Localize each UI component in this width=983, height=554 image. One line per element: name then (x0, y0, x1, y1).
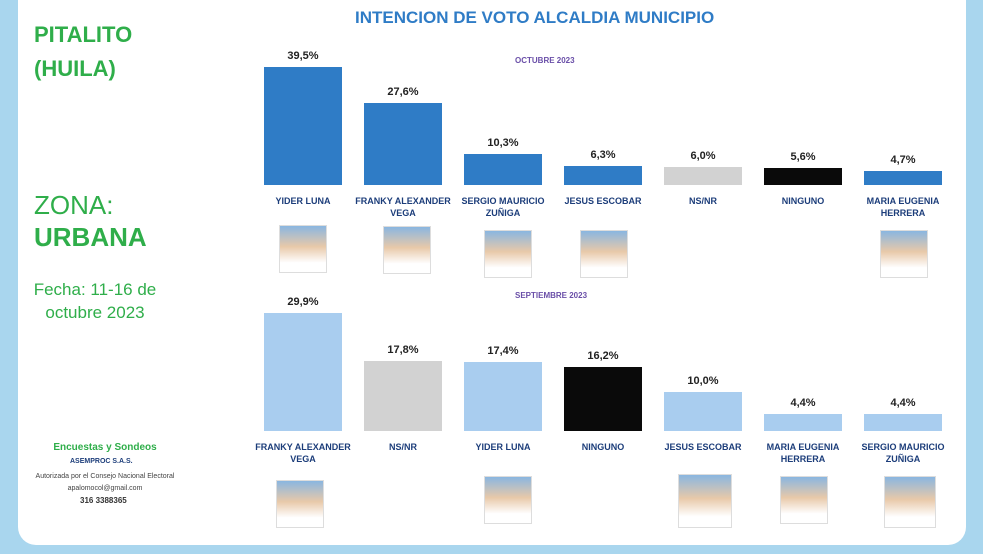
place: PITALITO (34, 22, 133, 47)
value-label: 6,3% (590, 149, 616, 162)
phone: 316 3388365 (80, 496, 127, 505)
bar (464, 154, 542, 185)
email: apalomocol@gmail.com (67, 485, 143, 492)
category-label: NS/NR (388, 442, 417, 452)
photo (780, 476, 828, 524)
photo (484, 476, 532, 524)
value-label: 10,0% (687, 374, 719, 387)
category-label: FRANKY ALEXANDER VEGA (355, 196, 451, 218)
category-label: NS/NR (688, 196, 717, 206)
value-label: 17,4% (487, 345, 519, 358)
value-label: 4,4% (890, 396, 916, 409)
value-label: 39,5% (287, 50, 319, 62)
category-label: NINGUNO (781, 196, 825, 206)
bar (864, 170, 942, 185)
bar (664, 167, 742, 185)
authorization: Autorizada por el Consejo Nacional Elect… (35, 473, 175, 480)
value-label: 4,4% (790, 396, 816, 409)
subtitle: SEPTIEMBRE 2023 (515, 291, 588, 300)
photo (279, 225, 327, 273)
bar (364, 102, 442, 185)
category-label: YIDER LUNA (275, 196, 331, 206)
bar (564, 166, 642, 185)
photo (580, 230, 628, 278)
value-label: 6,0% (690, 150, 716, 163)
bar (364, 360, 442, 431)
value-label: 10,3% (487, 137, 519, 150)
region: (HUILA) (34, 56, 116, 81)
category-label: MARIA EUGENIA HERRERA (766, 442, 840, 464)
category-label: JESUS ESCOBAR (564, 196, 642, 206)
bar (264, 67, 342, 185)
category-label: SERGIO MAURICIO ZUÑIGA (861, 442, 945, 464)
footer-line: Encuestas y Sondeos (53, 442, 157, 453)
date: Fecha: 11-16 de octubre 2023 (33, 280, 157, 322)
category-label: SERGIO MAURICIO ZUÑIGA (461, 196, 545, 218)
zone-label: ZONA: (34, 190, 114, 220)
value-label: 16,2% (587, 350, 619, 363)
bar (764, 168, 842, 185)
company: ASEMPROC S.A.S. (70, 458, 133, 465)
zone: URBANA (34, 222, 147, 252)
bar (864, 413, 942, 431)
bar (764, 413, 842, 431)
category-label: JESUS ESCOBAR (664, 442, 742, 452)
bar (564, 367, 642, 431)
value-label: 4,7% (890, 153, 916, 166)
photo (678, 474, 732, 528)
category-label: NINGUNO (581, 442, 625, 452)
photo (276, 480, 324, 528)
photo (880, 230, 928, 278)
photo (884, 476, 936, 528)
photo (484, 230, 532, 278)
bar (664, 391, 742, 431)
category-label: MARIA EUGENIA HERRERA (866, 196, 940, 218)
bar (264, 313, 342, 431)
value-label: 5,6% (790, 151, 816, 164)
value-label: 29,9% (287, 296, 319, 308)
category-label: YIDER LUNA (475, 442, 531, 452)
photo (383, 226, 431, 274)
subtitle: OCTUBRE 2023 (515, 56, 575, 65)
title: INTENCION DE VOTO ALCALDIA MUNICIPIO (355, 8, 715, 27)
value-label: 17,8% (387, 343, 419, 356)
bar (464, 362, 542, 431)
value-label: 27,6% (387, 85, 419, 98)
category-label: FRANKY ALEXANDER VEGA (255, 442, 351, 464)
